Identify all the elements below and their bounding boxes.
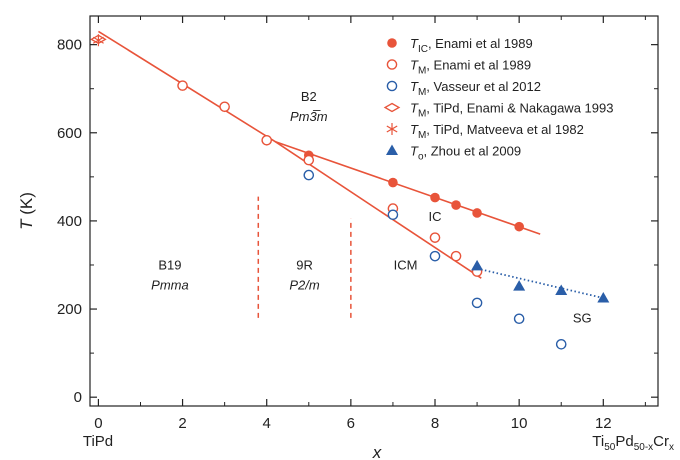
legend-symbol: T [410,58,419,73]
phase-label: IC [429,209,442,224]
phase-space-group: Pmma [151,277,189,292]
legend-symbol: T [410,144,419,159]
legend-source: , TiPd, Enami & Nakagawa 1993 [426,101,613,116]
x-tick-label: 2 [178,415,186,432]
phase-label: 9R [296,257,313,272]
legend-marker [387,38,397,48]
x-right-label-sub: x [669,442,674,453]
y-tick-label: 0 [74,389,82,406]
legend-entry: TM, Enami et al 1989 [410,58,531,77]
x-right-label-sub: 50 [604,442,616,453]
data-point-series-1 [451,200,461,210]
x-tick-label: 12 [595,415,612,432]
data-point-series-2 [177,80,188,91]
phase-label: ICM [394,257,418,272]
legend-subscript: M [418,109,426,120]
asterisk-stroke [92,36,104,44]
phase-label: B19 [158,257,181,272]
phase-label: SG [573,310,592,325]
x-tick-label: 8 [431,415,439,432]
fit-line [274,140,541,235]
data-point-series-3 [387,209,399,221]
x-right-label-part: Ti [592,433,604,450]
y-axis-title: T (K) [17,192,36,230]
data-point-series-3 [555,339,567,350]
data-point-series-5 [92,34,104,47]
y-tick-label: 200 [57,301,82,318]
data-point-series-1 [514,221,524,232]
legend-entry: TM, Vasseur et al 2012 [410,79,541,98]
data-point-series-2 [303,154,315,166]
legend-subscript: o [418,152,424,163]
data-point-series-6 [555,284,568,296]
phase-space-group: Pm3̅m [290,109,328,124]
x-right-label: Ti50Pd50-xCrx [592,433,674,453]
plot-frame [89,15,659,407]
legend-marker [386,144,398,155]
legend-source: , Vasseur et al 2012 [426,79,541,94]
y-tick-label: 600 [57,125,82,142]
data-point-series-1 [472,208,482,218]
data-point-series-3 [303,169,315,181]
x-right-label-part: Pd [615,433,633,450]
data-point-series-2 [450,250,462,262]
legend-source: , Enami et al 1989 [426,58,531,73]
y-axis-symbol: T [17,218,36,230]
data-point-series-1 [430,192,440,203]
data-point-series-2 [219,101,230,113]
data-point-series-6 [513,280,526,291]
x-tick-label: 4 [263,415,271,432]
legend-source: , Enami et al 1989 [428,36,533,51]
data-point-series-6 [597,292,610,303]
data-point-series-1 [388,177,398,188]
data-point-series-3 [513,313,525,325]
data-point-series-2 [261,134,273,146]
legend-marker [383,102,401,113]
legend-symbol: T [410,79,419,94]
legend-entry: TM, TiPd, Enami & Nakagawa 1993 [410,101,613,120]
legend-subscript: M [418,87,426,98]
trend-line-dotted [476,267,604,299]
legend-symbol: T [410,101,419,116]
x-tick-label: 10 [511,415,528,432]
x-axis-title: x [372,443,382,460]
legend-entry: To, Zhou et al 2009 [410,144,521,163]
legend-entry: TIC, Enami et al 1989 [410,36,533,55]
legend-subscript: M [418,130,426,141]
legend-subscript: M [418,66,426,77]
y-axis-unit: (K) [17,192,36,219]
legend-source: , TiPd, Matveeva et al 1982 [426,122,584,137]
legend-entry: TM, TiPd, Matveeva et al 1982 [410,122,584,141]
legend-marker [386,59,398,70]
x-right-label-sub: 50-x [634,442,653,453]
asterisk-stroke [386,125,398,133]
legend-subscript: IC [418,44,428,55]
x-tick-label: 0 [94,415,102,432]
phase-space-group: P2/m [289,277,320,292]
legend-marker [386,123,398,135]
legend-symbol: T [410,36,419,51]
y-tick-label: 400 [57,213,82,230]
x-right-label-part: Cr [653,433,669,450]
phase-label: B2 [301,89,317,104]
data-point-series-3 [429,250,441,262]
legend-source: , Zhou et al 2009 [424,144,522,159]
x-tick-label: 6 [347,415,355,432]
x-left-label: TiPd [83,433,113,450]
data-point-series-6 [471,259,484,271]
data-point-series-2 [429,232,441,243]
legend-marker [386,80,398,92]
y-tick-label: 800 [57,37,82,54]
data-point-series-3 [471,297,483,309]
legend-symbol: T [410,122,419,137]
